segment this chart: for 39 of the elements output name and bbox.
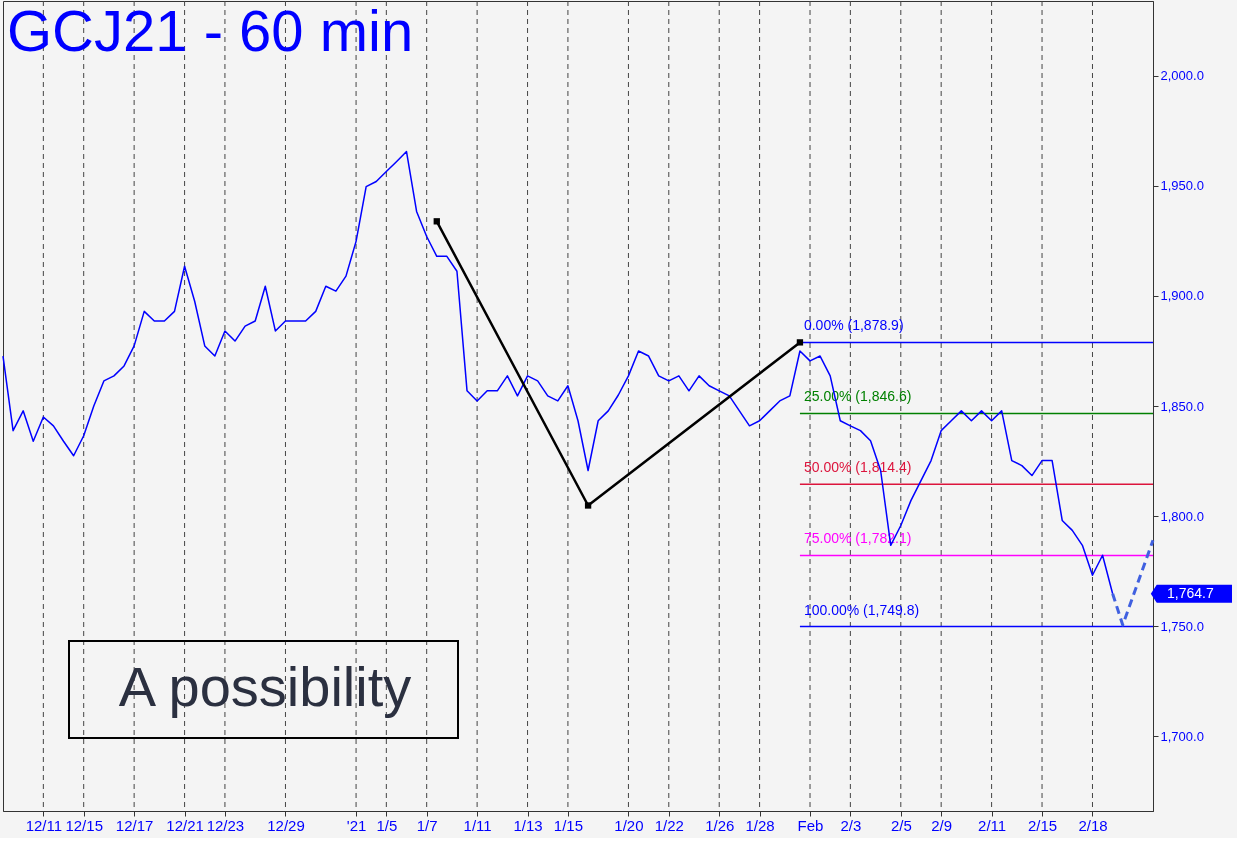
x-tick-label: 2/9	[931, 816, 953, 834]
point	[433, 218, 440, 225]
x-tick-label: 2/11	[978, 816, 1007, 834]
y-tick-label: 1,750.0	[1160, 618, 1204, 634]
chart-title: GCJ21 - 60 min	[7, 0, 414, 63]
x-tick-label: 12/29	[267, 816, 305, 834]
x-tick-label: 2/15	[1027, 816, 1058, 834]
x-tick-label: 1/11	[463, 816, 492, 834]
y-tick-label: 1,950.0	[1160, 178, 1204, 194]
x-tick-label: 12/11	[25, 816, 63, 834]
y-tick-label: 2,000.0	[1160, 68, 1204, 84]
x-tick-label: 2/5	[890, 816, 912, 834]
annotation: A possibility	[118, 655, 412, 718]
x-tick-label: 1/20	[614, 816, 644, 834]
x-tick-label: 1/13	[513, 816, 543, 834]
text: 1,764.7	[1167, 584, 1214, 601]
line-series	[2, 150, 1114, 595]
y-tick-label: 1,900.0	[1160, 288, 1204, 304]
x-tick-label: '21	[346, 816, 367, 834]
x-tick-label: 1/22	[654, 816, 684, 834]
point	[796, 339, 804, 346]
x-tick-label: 12/21	[166, 816, 204, 834]
x-tick-label: 12/17	[115, 816, 154, 834]
x-tick-label: 12/23	[206, 816, 245, 834]
x-tick-label: 2/3	[840, 816, 862, 834]
x-tick-label: 2/18	[1078, 816, 1108, 834]
point	[584, 502, 592, 509]
y-tick-label: 1,700.0	[1160, 728, 1204, 744]
x-tick-label: 12/15	[65, 816, 103, 834]
ref-line-label: 0.00% (1,878.9)	[803, 317, 904, 334]
ref-line-label: 100.00% (1,749.8)	[803, 601, 920, 618]
x-tick-label: 1/7	[416, 816, 438, 834]
x-tick-label: 1/26	[705, 816, 735, 834]
y-tick-label: 1,850.0	[1160, 398, 1204, 414]
x-tick-label: 1/15	[553, 816, 584, 834]
x-tick-label: 1/5	[376, 816, 398, 834]
x-tick-label: 1/28	[745, 816, 775, 834]
x-tick-label: Feb	[797, 816, 824, 834]
y-tick-label: 1,800.0	[1160, 508, 1204, 524]
